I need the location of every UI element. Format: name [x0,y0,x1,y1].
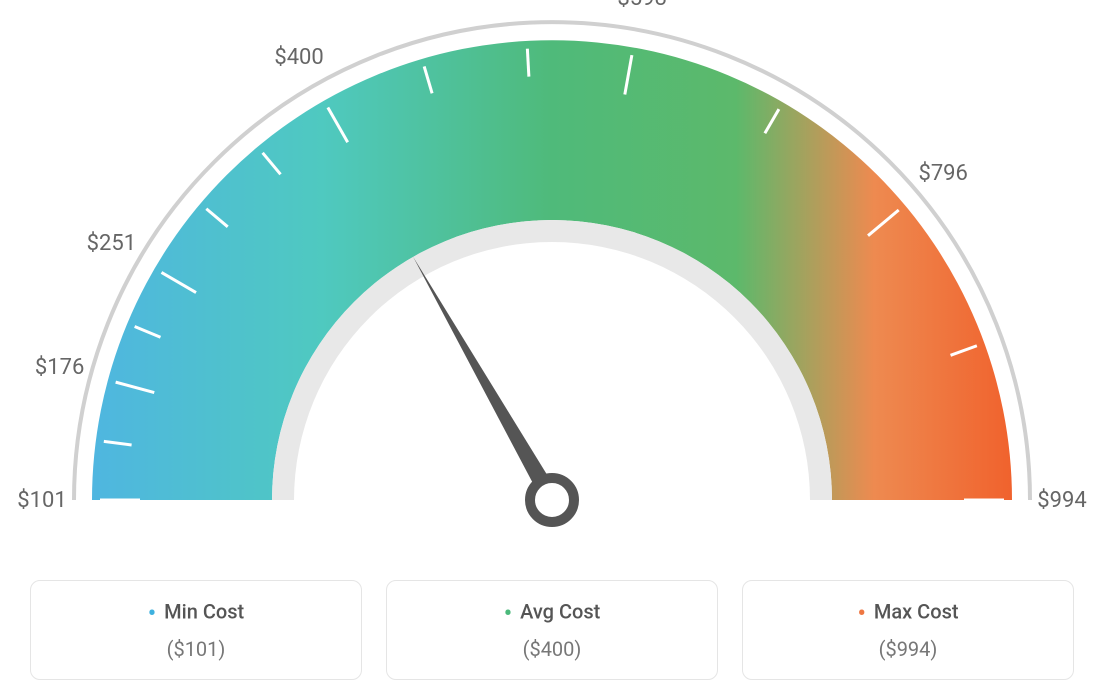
gauge-chart: $101 $176 $251 $400 $598 $796 $994 [0,0,1104,570]
legend-label-max: Max Cost [763,599,1053,627]
legend-row: Min Cost ($101) Avg Cost ($400) Max Cost… [0,580,1104,680]
svg-text:$101: $101 [17,488,66,513]
gauge-area: $101 $176 $251 $400 $598 $796 $994 [0,0,1104,570]
legend-value-min: ($101) [51,637,341,661]
legend-value-avg: ($400) [407,637,697,661]
svg-text:$400: $400 [274,45,323,70]
svg-text:$251: $251 [87,231,136,256]
svg-text:$598: $598 [617,0,666,11]
svg-text:$796: $796 [918,161,967,186]
legend-label-avg: Avg Cost [407,599,697,627]
svg-text:$994: $994 [1037,488,1086,513]
legend-label-min: Min Cost [51,599,341,627]
svg-text:$176: $176 [35,355,84,380]
legend-value-max: ($994) [763,637,1053,661]
legend-card-max: Max Cost ($994) [742,580,1074,680]
legend-card-avg: Avg Cost ($400) [386,580,718,680]
legend-card-min: Min Cost ($101) [30,580,362,680]
cost-gauge-container: $101 $176 $251 $400 $598 $796 $994 Min Cost ($… [0,0,1104,690]
